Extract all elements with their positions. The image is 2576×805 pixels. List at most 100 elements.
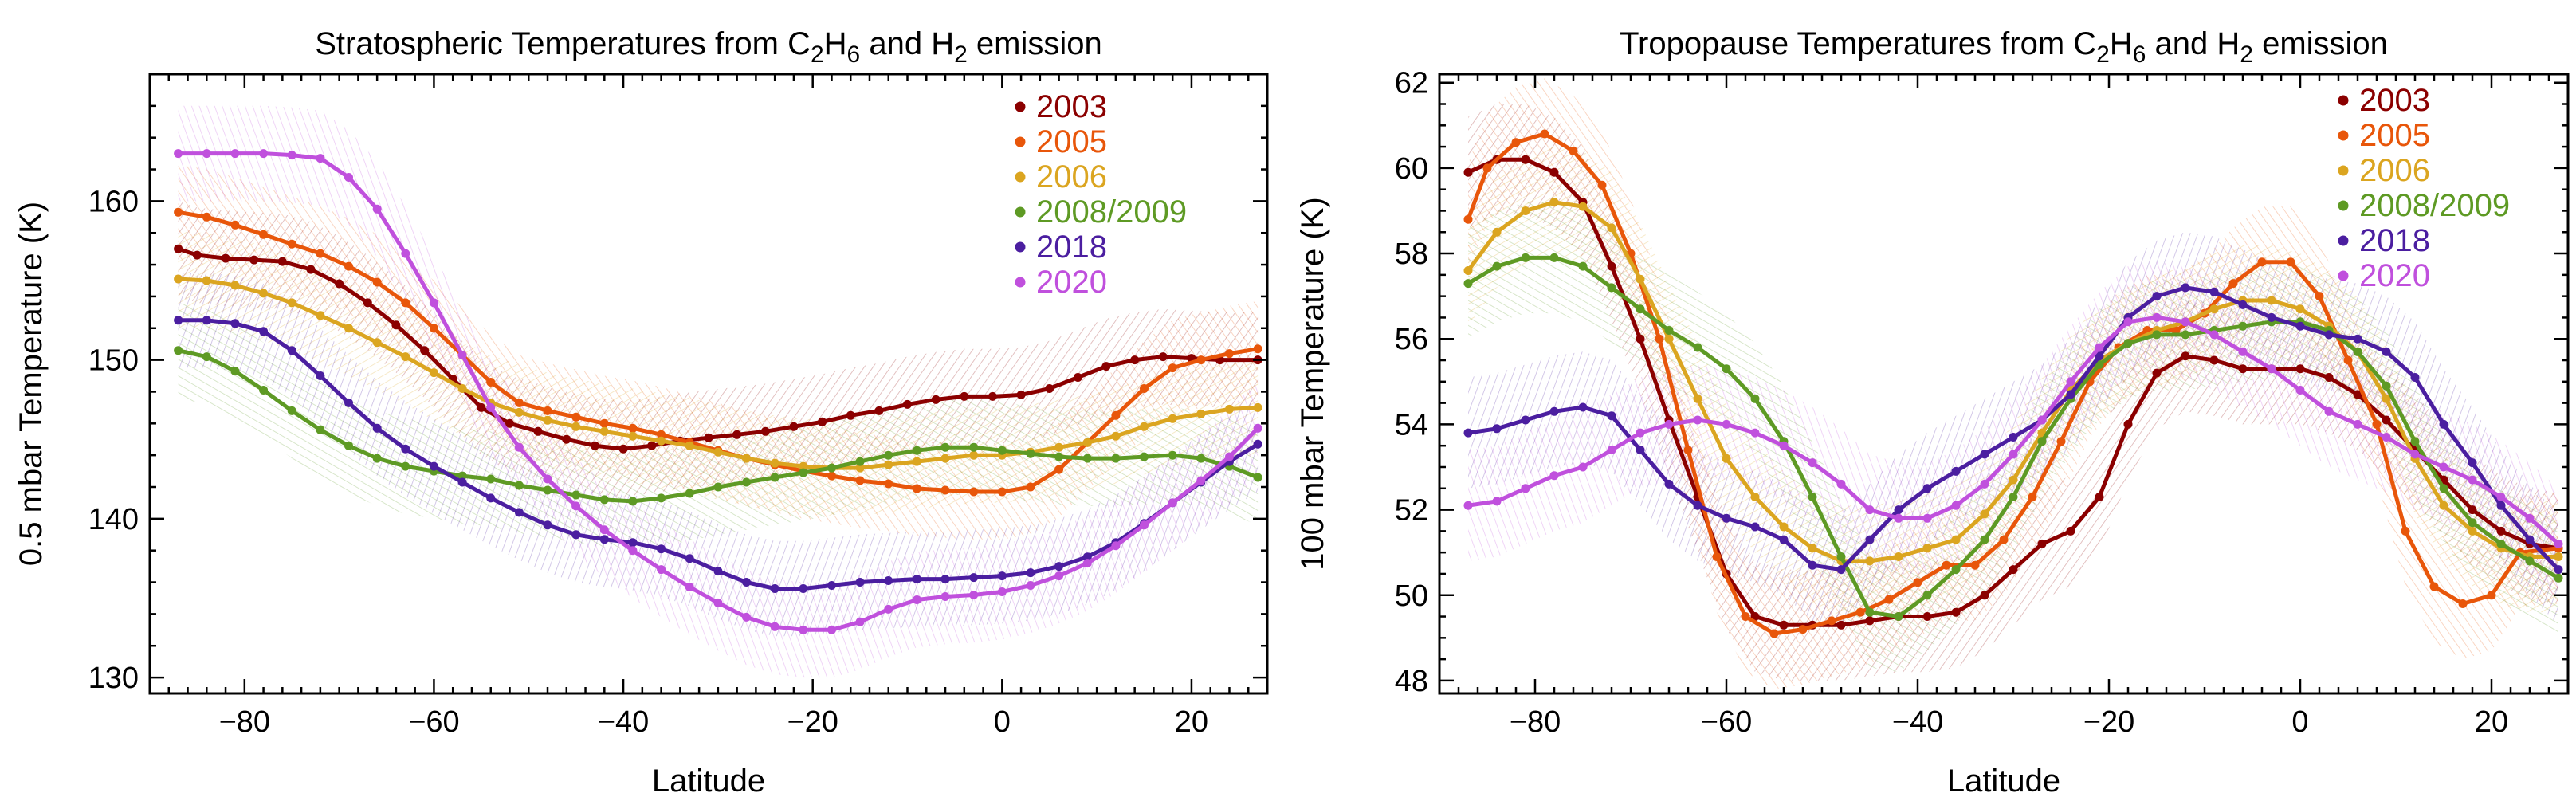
data-point <box>2554 552 2563 561</box>
data-point <box>1549 198 1559 207</box>
y-axis-label: 0.5 mbar Temperature (K) <box>14 202 49 566</box>
data-point <box>571 530 581 540</box>
legend-item: 2018 <box>2338 223 2430 258</box>
data-point <box>2468 526 2477 536</box>
data-point <box>1808 560 1817 570</box>
uncertainty-band-2005 <box>1468 78 2558 689</box>
data-point <box>2009 450 2018 459</box>
data-point <box>884 479 893 489</box>
x-axis: −80 −60 −40 −20 0 20 <box>148 74 1269 739</box>
legend-item: 2003 <box>1015 89 1107 124</box>
legend-item: 2008/2009 <box>1015 194 1187 230</box>
legend-item: 2005 <box>2338 118 2430 153</box>
data-point <box>401 352 410 362</box>
data-point <box>742 612 751 622</box>
data-point <box>2181 351 2190 361</box>
data-point <box>1664 419 1674 429</box>
data-point <box>1253 473 1262 482</box>
data-point <box>2152 292 2162 301</box>
data-point <box>599 535 609 544</box>
data-point <box>543 406 552 415</box>
data-point <box>1607 223 1616 233</box>
legend-marker <box>1015 136 1026 147</box>
data-point <box>1894 552 1903 561</box>
data-point <box>571 501 581 511</box>
title-part: Stratospheric Temperatures from C <box>315 26 811 61</box>
data-point <box>2554 565 2563 575</box>
data-point <box>1492 227 1502 237</box>
legend-item: 2018 <box>1015 230 1107 265</box>
title-part: 6 <box>847 41 861 68</box>
data-point <box>514 481 524 490</box>
data-point <box>1225 404 1234 414</box>
data-point <box>1951 607 1961 617</box>
data-point <box>685 489 694 498</box>
legend-label: 2005 <box>1036 124 1107 159</box>
data-point <box>1492 261 1502 271</box>
data-point <box>2152 368 2162 378</box>
data-point <box>1196 409 1206 418</box>
data-point <box>713 447 723 457</box>
stratospheric-temperature-chart: −80 −60 −40 −20 0 20 130 140 150 160 Latitude 0.5 m… <box>14 26 1269 799</box>
data-point <box>1168 498 1177 508</box>
data-point <box>599 525 609 535</box>
data-point <box>230 149 240 159</box>
data-point <box>2209 355 2219 365</box>
data-point <box>1894 513 1903 523</box>
data-point <box>2525 513 2535 523</box>
data-point <box>940 592 950 601</box>
data-point <box>1082 438 1092 447</box>
legend-label: 2003 <box>1036 89 1107 124</box>
data-point <box>855 617 865 626</box>
y-axis-label: 100 mbar Temperature (K) <box>1295 197 1330 570</box>
data-point <box>742 454 751 463</box>
data-point <box>2181 317 2190 327</box>
series-2006 <box>174 274 1262 473</box>
data-point <box>2324 406 2334 416</box>
data-point <box>2496 539 2506 548</box>
data-point <box>486 493 496 503</box>
data-point <box>713 598 723 607</box>
data-point <box>685 583 694 591</box>
data-point <box>2123 419 2133 429</box>
data-point <box>855 463 865 473</box>
data-point <box>799 468 808 477</box>
data-point <box>1779 441 1789 450</box>
data-point <box>1808 544 1817 553</box>
data-point <box>704 433 713 442</box>
uncertainty-band-2018 <box>178 273 1259 637</box>
data-point <box>599 426 609 436</box>
data-point <box>1693 343 1702 352</box>
data-point <box>1549 471 1559 481</box>
data-point <box>1101 362 1111 371</box>
data-point <box>1196 355 1206 365</box>
data-point <box>1951 565 1961 575</box>
data-point <box>855 578 865 587</box>
data-point <box>259 327 269 336</box>
data-point <box>657 436 666 446</box>
data-point <box>1082 454 1092 463</box>
data-point <box>571 412 581 422</box>
data-point <box>1578 402 1588 412</box>
data-point <box>372 454 382 463</box>
data-point <box>457 351 467 360</box>
y-tick-label: 140 <box>88 503 139 536</box>
data-point <box>486 378 496 387</box>
data-point <box>2382 394 2391 403</box>
data-point <box>2382 433 2391 442</box>
data-point <box>2037 415 2047 425</box>
x-tick-label: 20 <box>2475 705 2508 739</box>
data-point <box>1569 147 1578 155</box>
data-point <box>543 520 552 530</box>
data-point <box>1636 428 1645 438</box>
data-point <box>505 418 514 428</box>
data-point <box>969 450 979 460</box>
data-point <box>1082 552 1092 562</box>
data-point <box>391 320 401 330</box>
data-point <box>1111 541 1121 551</box>
legend-marker <box>1015 206 1026 218</box>
data-point <box>2095 359 2104 369</box>
data-point <box>174 346 183 355</box>
